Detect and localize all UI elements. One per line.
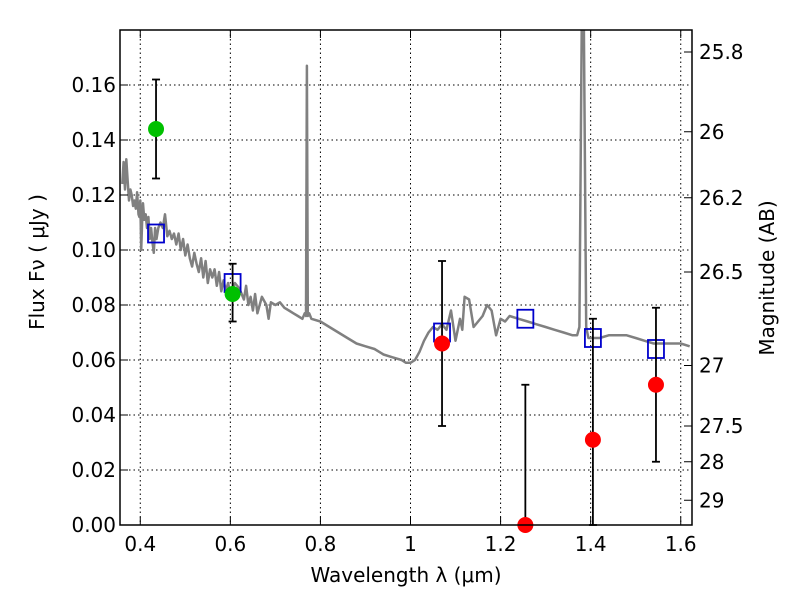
data-layer	[121, 30, 691, 365]
y-tick-label: 0.02	[71, 458, 116, 482]
x-tick-label: 0.8	[305, 532, 337, 556]
observed-point	[148, 121, 165, 137]
y2-tick-label: 29	[699, 488, 724, 512]
y-tick-label: 0.10	[71, 238, 116, 262]
observed-point	[224, 286, 241, 302]
y-tick-label: 0.16	[71, 73, 116, 97]
y-tick-label: 0.04	[71, 403, 116, 427]
x-tick-label: 1.4	[575, 532, 607, 556]
y-tick-label: 0.00	[71, 513, 116, 537]
y-axis-label: Flux Fν ( μJy )	[25, 194, 49, 330]
y-tick-label: 0.12	[71, 183, 116, 207]
y-tick-label: 0.08	[71, 293, 116, 317]
y2-tick-label: 25.8	[699, 40, 744, 64]
y-tick-label: 0.14	[71, 128, 116, 152]
sed-line	[121, 30, 691, 365]
y2-tick-label: 27	[699, 354, 724, 378]
model-photometry-square	[516, 308, 535, 329]
y2-tick-label: 28	[699, 450, 724, 474]
y-tick-label: 0.06	[71, 348, 116, 372]
observed-point	[584, 431, 601, 448]
y2-axis-label: Magnitude (AB)	[755, 200, 779, 355]
axes-layer: 0.4 0.6 0.8 1 1.2 1.4 1.6 0.00 0.02 0.04 0.06 0.08 0…	[71, 30, 744, 556]
x-tick-label: 1.6	[665, 532, 697, 556]
x-tick-label: 0.4	[124, 532, 156, 556]
x-tick-label: 1	[404, 532, 417, 556]
y2-tick-label: 26	[699, 120, 724, 144]
x-tick-label: 0.6	[214, 532, 246, 556]
plot-frame	[119, 29, 693, 526]
observed-point	[647, 376, 664, 393]
y2-tick-label: 26.5	[699, 260, 744, 284]
model-photometry-square	[147, 223, 165, 244]
y2-tick-label: 26.2	[699, 186, 744, 210]
x-axis-label: Wavelength λ (μm)	[310, 563, 501, 587]
observed-point	[434, 335, 451, 352]
y2-tick-label: 27.5	[699, 414, 744, 438]
x-tick-label: 1.2	[485, 532, 517, 556]
grid	[120, 30, 692, 526]
